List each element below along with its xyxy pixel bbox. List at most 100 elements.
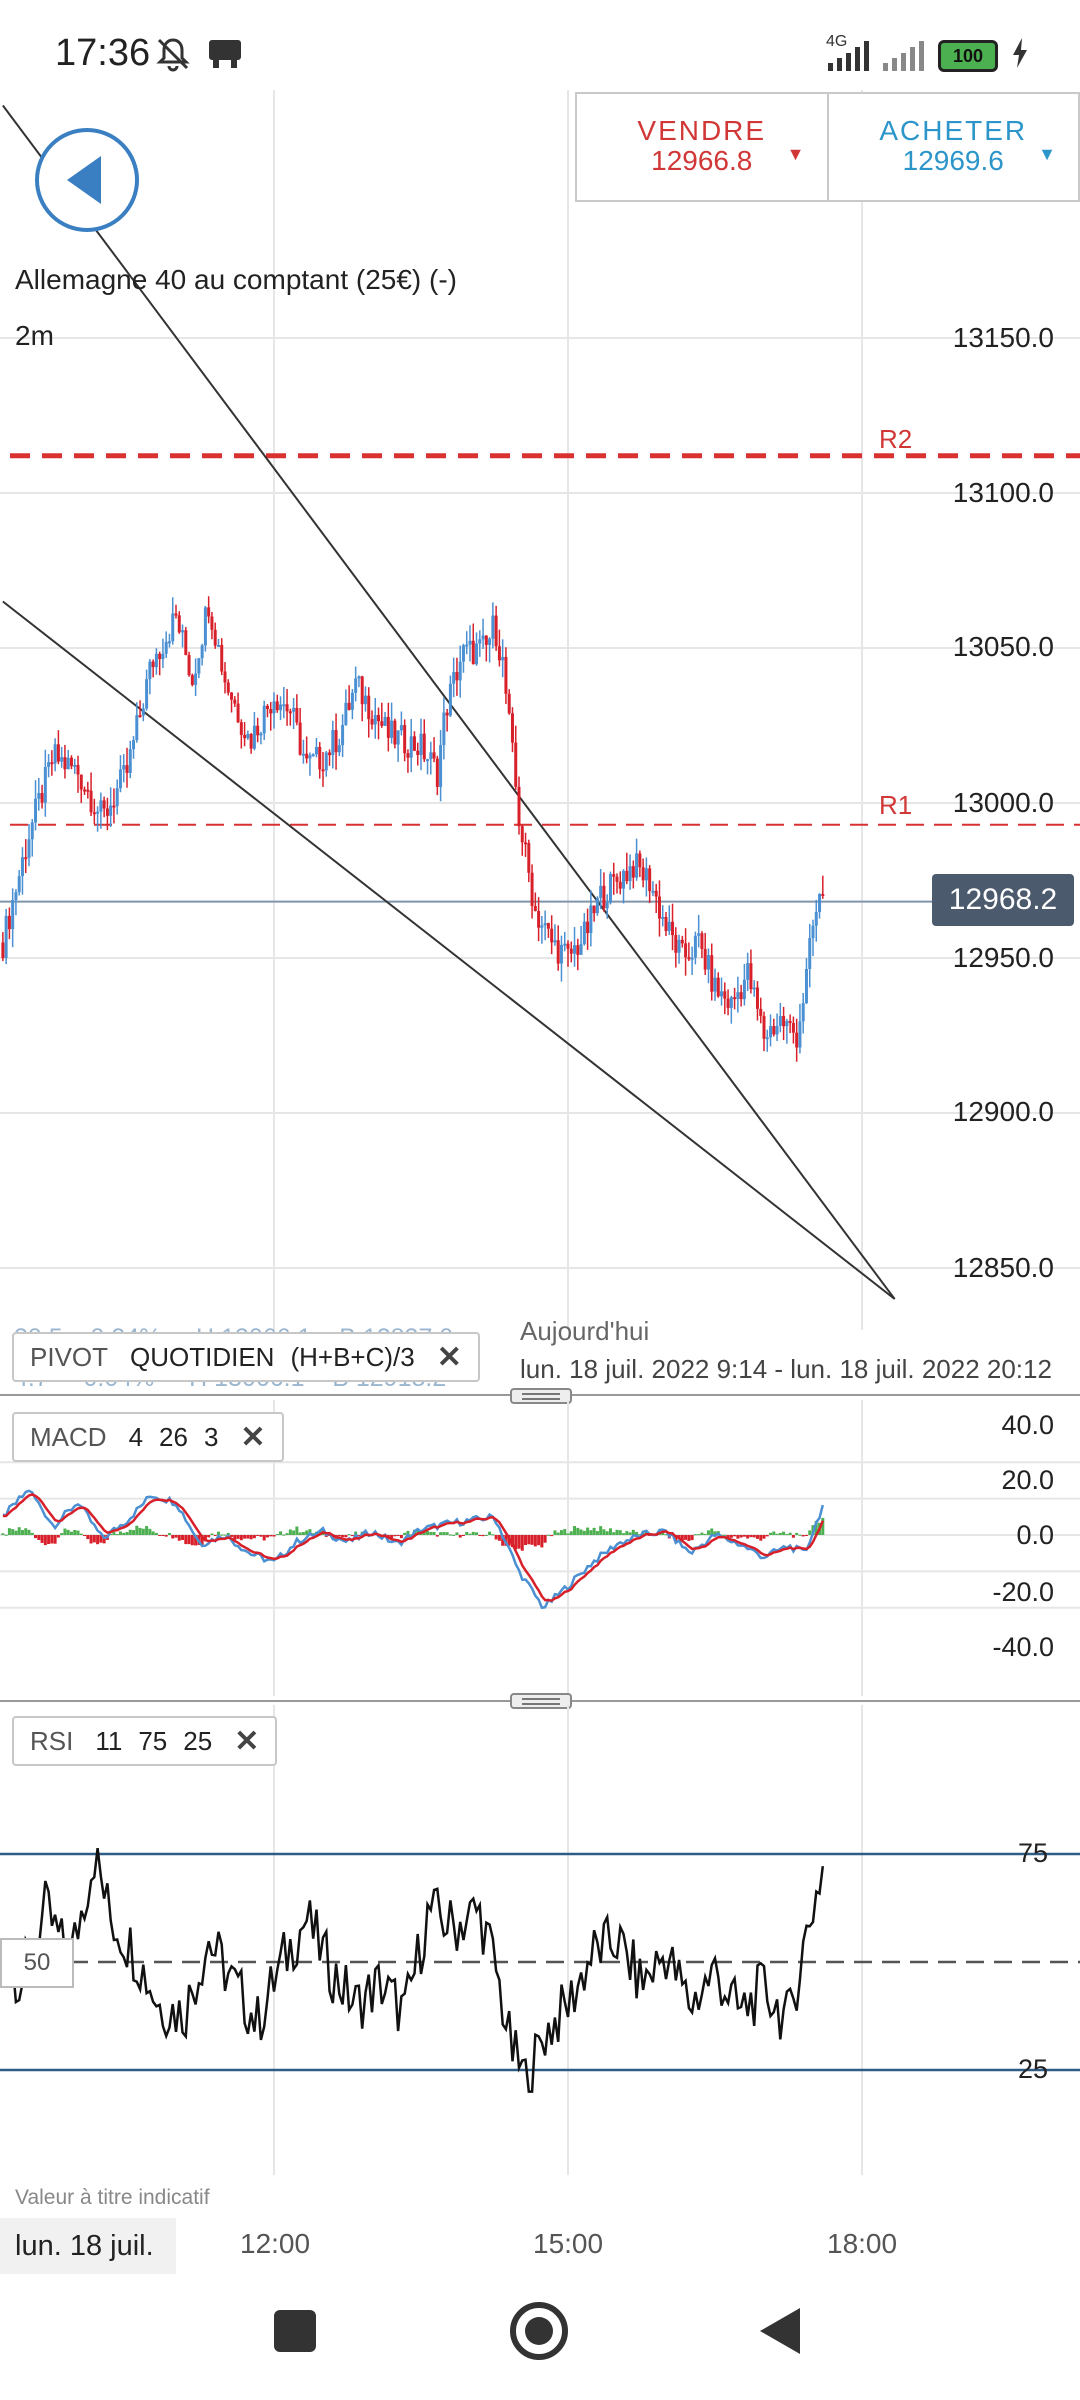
macd-histogram-bar [465,1532,469,1535]
macd-histogram-bar [795,1532,799,1535]
candle-body [158,653,162,660]
sell-button[interactable]: VENDRE 12966.8 ▼ [577,94,827,200]
macd-histogram-bar [599,1526,603,1535]
rsi-chart[interactable] [0,1705,1080,2175]
candle-body [83,789,87,792]
candle-body [285,704,289,712]
macd-line [2,1489,825,1610]
candle-body [648,868,652,892]
macd-histogram-bar [403,1532,407,1535]
candle-body [341,724,345,746]
rsi-indicator-chip[interactable]: RSI 11 75 25 ✕ [12,1716,278,1766]
macd-indicator-chip[interactable]: MACD 4 26 3 ✕ [12,1412,284,1462]
close-icon[interactable]: ✕ [234,1724,260,1758]
macd-histogram-bar [769,1532,773,1535]
price-axis-label: 12900.0 [952,1096,1054,1127]
bell-off-icon [155,36,191,77]
candle-body [24,857,28,860]
macd-histogram-bar [755,1535,759,1539]
candle-body [233,699,237,704]
candle-body [811,925,815,939]
macd-chart[interactable] [0,1400,1080,1696]
candle-body [729,997,733,1008]
candle-body [514,742,518,787]
macd-histogram-bar [550,1535,554,1537]
candle-body [530,872,534,907]
back-button[interactable] [35,128,139,232]
candle-body [517,786,521,827]
candle-body [256,725,260,736]
macd-histogram-bar [798,1534,802,1536]
candle-body [50,762,54,765]
chart-title: Allemagne 40 au comptant (25€) (-) [15,264,457,295]
candle-body [720,991,724,997]
candle-body [190,675,194,685]
close-icon[interactable]: ✕ [436,1340,462,1374]
sell-dropdown-icon[interactable]: ▼ [786,144,805,164]
buy-dropdown-icon[interactable]: ▼ [1038,144,1056,164]
chart-interval[interactable]: 2m [15,320,54,351]
macd-histogram-bar [203,1535,207,1542]
candle-body [17,876,21,893]
candle-body [76,764,80,775]
macd-histogram-bar [729,1535,733,1538]
macd-histogram-bar [341,1535,345,1537]
candle-body [618,881,622,889]
resize-handle[interactable] [510,1693,572,1709]
macd-histogram-bar [69,1531,73,1535]
macd-histogram-bar [684,1535,688,1540]
macd-histogram-bar [177,1535,181,1541]
macd-histogram-bar [475,1532,479,1535]
r1-label: R1 [879,790,913,820]
macd-histogram-bar [556,1532,560,1535]
candle-body [194,673,198,685]
macd-histogram-bar [7,1528,11,1535]
pivot-indicator-chip[interactable]: PIVOT QUOTIDIEN (H+B+C)/3 ✕ [12,1332,480,1382]
candle-body [710,955,714,992]
macd-histogram-bar [612,1532,616,1535]
candle-body [279,704,283,711]
candle-body [230,692,234,700]
candle-body [96,811,100,814]
recents-icon[interactable] [274,2310,316,2352]
macd-histogram-bar [638,1534,642,1536]
candle-body [582,921,586,945]
price-chart[interactable] [0,90,1080,1330]
macd-histogram-bar [161,1535,165,1536]
candle-body [181,630,185,633]
home-icon[interactable] [510,2302,568,2360]
candle-body [102,800,106,809]
price-axis-label: 13000.0 [952,787,1054,818]
macd-histogram-bar [102,1535,106,1544]
rsi-level-label: 75 [1018,1838,1049,1868]
macd-histogram-bar [158,1535,162,1536]
candle-body [501,656,505,661]
macd-histogram-bar [30,1532,34,1535]
candle-body [726,998,730,1008]
macd-histogram-bar [350,1535,354,1537]
nav-back-icon[interactable] [760,2308,800,2354]
macd-histogram-bar [60,1533,64,1535]
macd-histogram-bar [742,1535,746,1537]
candle-body [154,653,158,668]
rsi-line [1,1847,825,2093]
macd-histogram-bar [301,1532,305,1535]
candle-body [586,921,590,934]
candle-body [308,755,312,759]
candle-body [520,826,524,843]
status-icons: 4G 100 [826,33,1028,73]
macd-histogram-bar [230,1535,234,1537]
buy-button[interactable]: ACHETER 12969.6 ▼ [826,94,1079,200]
close-icon[interactable]: ✕ [240,1420,266,1454]
macd-histogram-bar [236,1535,240,1539]
macd-histogram-bar [713,1531,717,1535]
macd-histogram-bar [63,1528,67,1535]
candle-body [66,757,70,770]
macd-histogram-bar [292,1530,296,1535]
macd-histogram-bar [625,1531,629,1535]
resize-handle[interactable] [510,1388,572,1404]
candle-body [27,839,31,858]
candle-body [177,615,181,633]
macd-histogram-bar [141,1528,145,1535]
macd-histogram-bar [14,1530,18,1535]
